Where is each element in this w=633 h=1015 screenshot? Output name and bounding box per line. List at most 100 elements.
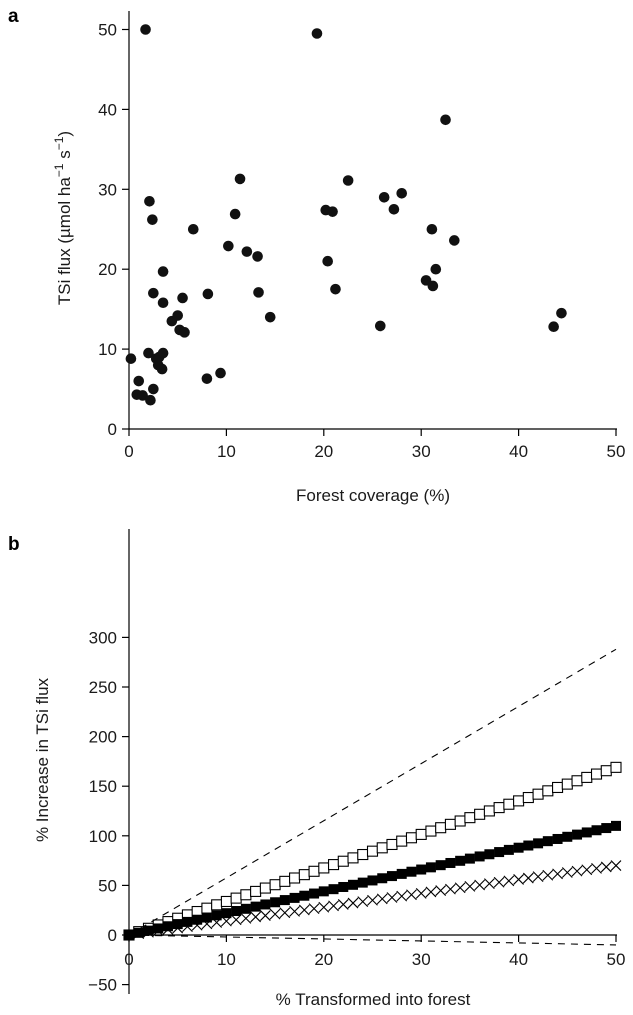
panel-b-filled-square-marker: [172, 919, 183, 930]
panel-b-open-square-marker: [542, 785, 554, 797]
panel-a-y-tick-label: 40: [98, 100, 117, 119]
panel-b-cross-marker: [162, 924, 174, 935]
panel-b-open-square-marker: [220, 895, 232, 908]
panel-b-cross-marker: [357, 896, 369, 908]
panel-b-cross-marker: [522, 872, 534, 884]
panel-b-filled-square-marker: [601, 823, 612, 834]
panel-b-open-square-marker: [493, 802, 505, 814]
panel-a-data-point: [125, 353, 137, 364]
panel-b-x-tick-label: 50: [607, 950, 626, 969]
panel-b-open-square-marker: [201, 902, 213, 914]
panel-b-cross-marker: [337, 899, 349, 910]
panel-b-open-square-marker: [327, 859, 340, 871]
panel-b-cross-marker: [230, 914, 242, 926]
panel-b-cross-marker: [561, 867, 573, 878]
panel-b-cross-marker: [445, 883, 456, 895]
panel-b-open-square-marker: [552, 781, 564, 794]
panel-b-filled-square-marker: [455, 855, 466, 866]
panel-a-y-axis-label-main: TSi flux (µmol ha: [55, 177, 74, 305]
panel-a-data-point: [264, 311, 276, 323]
panel-b-filled-square-marker: [348, 879, 359, 890]
panel-b-cross-marker: [503, 875, 515, 887]
panel-a-y-axis-label-mid: s: [55, 150, 74, 163]
panel-a-x-tick-label: 30: [412, 442, 431, 461]
panel-b-cross-marker: [552, 868, 563, 880]
panel-b-filled-square-marker: [182, 916, 193, 927]
panel-a-x-tick-label: 10: [217, 442, 236, 461]
panel-b-filled-square-marker: [591, 825, 602, 836]
panel-b-filled-square-marker: [464, 853, 475, 864]
panel-b-filled-square-marker: [270, 897, 281, 908]
panel-b-filled-square-marker: [377, 873, 388, 884]
panel-b-series-3: [123, 860, 622, 941]
panel-a-data-points: [125, 24, 567, 406]
panel-a-data-point: [311, 28, 323, 39]
panel-b-open-square-marker: [425, 825, 437, 837]
panel-b-open-square-marker: [415, 828, 427, 840]
panel-a-y-axis-label: TSi flux (µmol ha−1 s−1): [52, 131, 74, 305]
panel-b-cross-marker: [435, 885, 447, 896]
panel-b-cross-marker: [571, 865, 583, 877]
panel-b-cross-marker: [279, 907, 291, 919]
panel-b-filled-square-marker: [572, 829, 583, 840]
panel-a-scatter-chart: a 0 10 20 30 40 50 0 10 20 30 40 50 Forest coverag…: [8, 6, 625, 505]
panel-a-data-point: [157, 266, 169, 277]
panel-a-y-axis-label-sup2: −1: [52, 136, 66, 150]
panel-a-data-point: [148, 383, 159, 395]
panel-b-filled-square-marker: [162, 921, 173, 932]
panel-b-cross-marker: [367, 894, 378, 906]
panel-a-data-point: [177, 292, 188, 304]
panel-b-open-square-marker: [269, 879, 281, 891]
panel-b-filled-square-marker: [328, 884, 339, 895]
panel-a-x-tick-label: 20: [314, 442, 333, 461]
panel-a-data-point: [378, 191, 390, 203]
panel-b-x-tick-label: 40: [509, 950, 528, 969]
panel-b-cross-marker: [406, 889, 417, 901]
panel-b-cross-marker: [191, 919, 203, 931]
panel-b-open-square-marker: [522, 791, 534, 804]
panel-b-cross-marker: [201, 918, 213, 930]
panel-b-filled-square-marker: [474, 851, 485, 862]
panel-a-data-point: [201, 373, 213, 384]
panel-b-filled-square-marker: [153, 923, 164, 934]
panel-a-data-point: [145, 394, 156, 406]
panel-b-label: b: [8, 534, 20, 555]
panel-a-data-point: [223, 240, 234, 252]
panel-b-open-square-marker: [590, 768, 603, 780]
panel-a-y-tick-label: 50: [98, 21, 117, 40]
panel-b-filled-square-marker: [201, 912, 212, 923]
panel-a-data-point: [140, 24, 151, 35]
panel-b-open-square-marker: [581, 771, 593, 783]
panel-b-open-square-marker: [561, 778, 573, 790]
panel-a-data-point: [430, 263, 442, 275]
panel-b-filled-square-marker: [143, 925, 154, 936]
panel-b-series-5: [128, 934, 617, 946]
panel-a-data-point: [137, 390, 148, 401]
panel-b-series-2: [124, 820, 621, 940]
panel-b-cross-marker: [133, 928, 145, 939]
panel-b-filled-square-marker: [533, 838, 544, 849]
panel-a-data-point: [322, 255, 333, 267]
panel-b-cross-marker: [152, 925, 164, 937]
panel-b-open-square-marker: [366, 845, 379, 857]
panel-b-cross-marker: [269, 908, 281, 920]
panel-b-open-square-marker: [337, 855, 349, 867]
panel-b-dashed-line: [128, 648, 617, 936]
panel-b-filled-square-marker: [240, 903, 251, 914]
panel-b-filled-square-marker: [562, 831, 573, 842]
panel-b-filled-square-marker: [250, 901, 261, 912]
panel-b-cross-marker: [376, 893, 388, 905]
panel-a-y-tick-label: 30: [98, 180, 117, 199]
panel-a-x-tick-label: 0: [124, 442, 133, 461]
panel-b-y-tick-label: 250: [89, 678, 117, 697]
panel-b-filled-square-marker: [309, 888, 320, 899]
panel-b-filled-square-marker: [435, 860, 446, 871]
panel-a-y-tick-label: 10: [98, 340, 117, 359]
panel-b-filled-square-marker: [425, 862, 436, 873]
panel-b-open-square-marker: [259, 882, 271, 894]
panel-b-x-tick-label: 20: [314, 950, 333, 969]
panel-b-filled-square-marker: [542, 836, 553, 847]
panel-b-cross-marker: [259, 910, 271, 921]
panel-a-data-point: [172, 310, 183, 321]
